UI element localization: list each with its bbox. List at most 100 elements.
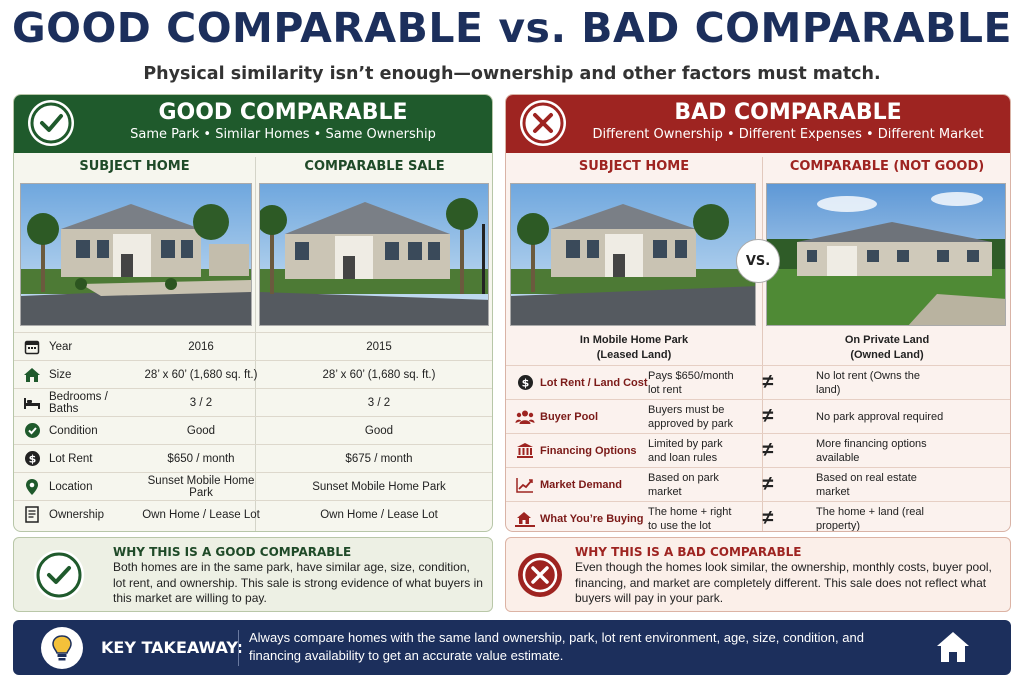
subject-value: Based on park market — [648, 471, 719, 498]
bad-panel-subtitle: Different Ownership • Different Expenses… — [592, 127, 984, 142]
bad-comparable-panel: BAD COMPARABLE Different Ownership • Dif… — [505, 94, 1011, 532]
row-label: Lot Rent — [49, 452, 93, 465]
main-title: GOOD COMPARABLE vs. BAD COMPARABLE — [11, 4, 1013, 52]
table-row: Size 28’ x 60’ (1,680 sq. ft.) 28’ x 60’ (… — [14, 360, 492, 388]
comparable-value: 3 / 2 — [367, 396, 391, 409]
table-row: $ Lot Rent / Land Cost Pays $650/month lot… — [506, 365, 1010, 399]
comparable-value: Based on real estate market — [816, 471, 917, 498]
not-equal-sign: ≠ — [762, 507, 774, 529]
bad-col-comparable-heading: COMPARABLE (NOT GOOD) — [789, 159, 985, 174]
table-row: Condition Good Good — [14, 416, 492, 444]
checkmark-icon — [34, 550, 84, 600]
subject-value: Own Home / Lease Lot — [142, 508, 260, 521]
why-bad-body: Even though the homes look similar, the … — [575, 560, 992, 605]
subject-value: 3 / 2 — [189, 396, 213, 409]
subject-value: Pays $650/month lot rent — [648, 369, 734, 396]
row-label: Year — [49, 340, 73, 353]
table-row: Ownership Own Home / Lease Lot Own Home / … — [14, 500, 492, 528]
key-takeaway-title: KEY TAKEAWAY: — [101, 638, 243, 657]
row-label: Ownership — [49, 508, 104, 521]
column-divider — [255, 157, 256, 531]
not-equal-sign: ≠ — [762, 439, 774, 461]
row-label: Buyer Pool — [540, 410, 599, 423]
subtitle: Physical similarity isn’t enough—ownersh… — [143, 64, 881, 84]
subject-value: Buyers must be approved by park — [648, 403, 733, 430]
subject-value: Good — [186, 424, 216, 437]
lightbulb-icon — [41, 627, 83, 669]
good-panel-subtitle: Same Park • Similar Homes • Same Ownersh… — [130, 127, 436, 142]
comparable-value: Sunset Mobile Home Park — [312, 480, 446, 493]
comparable-sale-photo — [259, 183, 489, 326]
vs-badge: VS. — [736, 239, 780, 283]
comparable-value: $675 / month — [345, 452, 413, 465]
comparable-value: The home + land (real property) — [816, 505, 924, 532]
row-label: What You’re Buying — [540, 512, 644, 525]
comparable-not-good-photo — [766, 183, 1006, 326]
bank-icon — [514, 441, 536, 461]
dollar-icon: $ — [514, 373, 536, 393]
row-label: Lot Rent / Land Cost — [540, 376, 648, 389]
takeaway-divider — [238, 630, 239, 666]
good-panel-header: GOOD COMPARABLE Same Park • Similar Home… — [14, 95, 492, 153]
checkmark-icon — [28, 100, 74, 146]
subject-home-photo — [510, 183, 756, 326]
home-icon — [935, 630, 971, 669]
house-icon — [21, 366, 43, 384]
table-row: Year 2016 2015 — [14, 332, 492, 360]
document-icon — [21, 506, 43, 524]
subject-value: 28’ x 60’ (1,680 sq. ft.) — [144, 368, 258, 381]
table-row: Location Sunset Mobile Home Park Sunset Mo… — [14, 472, 492, 500]
bad-panel-title: BAD COMPARABLE — [674, 100, 902, 125]
not-equal-sign: ≠ — [762, 405, 774, 427]
calendar-icon — [21, 338, 43, 356]
table-row: Financing Options Limited by park and loa… — [506, 433, 1010, 467]
good-col-comparable-heading: COMPARABLE SALE — [304, 159, 445, 174]
chart-icon — [514, 475, 536, 495]
comparable-value: No lot rent (Owns the land) — [816, 369, 920, 396]
row-label: Location — [49, 480, 93, 493]
row-label: Bedrooms / Baths — [49, 390, 108, 415]
row-label: Financing Options — [540, 444, 637, 457]
row-label: Market Demand — [540, 478, 622, 491]
svg-text:$: $ — [521, 377, 529, 390]
comparable-location-note: On Private Land (Owned Land) — [844, 334, 930, 361]
check-circle-icon — [21, 422, 43, 440]
comparable-value: 2015 — [366, 340, 392, 353]
good-panel-title: GOOD COMPARABLE — [158, 100, 408, 125]
comparable-value: No park approval required — [816, 410, 944, 423]
subject-value: Limited by park and loan rules — [648, 437, 723, 464]
why-good-body: Both homes are in the same park, have si… — [113, 560, 483, 605]
subject-value: The home + right to use the lot — [648, 505, 732, 532]
house-land-icon — [514, 509, 536, 529]
subject-value: Sunset Mobile Home Park — [147, 474, 255, 499]
x-circle-icon — [520, 100, 566, 146]
bed-icon — [21, 394, 43, 412]
good-col-subject-heading: SUBJECT HOME — [79, 159, 190, 174]
dollar-icon: $ — [21, 450, 43, 468]
subject-location-note: In Mobile Home Park (Leased Land) — [579, 334, 689, 361]
why-good-title: WHY THIS IS A GOOD COMPARABLE — [113, 545, 352, 559]
not-equal-sign: ≠ — [762, 473, 774, 495]
why-bad-title: WHY THIS IS A BAD COMPARABLE — [575, 545, 802, 559]
why-bad-box: WHY THIS IS A BAD COMPARABLE Even though… — [505, 537, 1011, 612]
key-takeaway-body: Always compare homes with the same land … — [249, 630, 864, 663]
location-pin-icon — [21, 478, 43, 496]
comparable-value: Own Home / Lease Lot — [320, 508, 438, 521]
why-good-box: WHY THIS IS A GOOD COMPARABLE Both homes… — [13, 537, 493, 612]
comparable-value: More financing options available — [816, 437, 927, 464]
column-divider — [762, 157, 763, 531]
table-row: $ Lot Rent $650 / month $675 / month — [14, 444, 492, 472]
good-comparable-panel: GOOD COMPARABLE Same Park • Similar Home… — [13, 94, 493, 532]
row-label: Condition — [49, 424, 98, 437]
bad-col-subject-heading: SUBJECT HOME — [578, 159, 690, 174]
subject-value: 2016 — [188, 340, 214, 353]
subject-home-photo — [20, 183, 252, 326]
comparable-value: 28’ x 60’ (1,680 sq. ft.) — [322, 368, 436, 381]
comparable-value: Good — [364, 424, 394, 437]
key-takeaway-banner: KEY TAKEAWAY: Always compare homes with … — [13, 620, 1011, 675]
subject-value: $650 / month — [167, 452, 235, 465]
table-row: Bedrooms / Baths 3 / 2 3 / 2 — [14, 388, 492, 416]
table-row: Market Demand Based on park market ≠ Based … — [506, 467, 1010, 501]
people-icon — [514, 407, 536, 427]
table-row: Buyer Pool Buyers must be approved by par… — [506, 399, 1010, 433]
